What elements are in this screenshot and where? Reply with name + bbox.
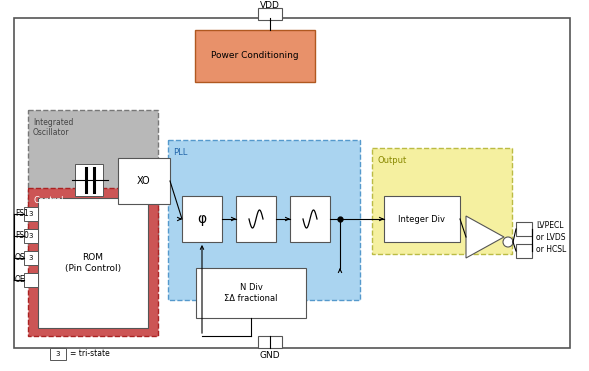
- Text: 3: 3: [29, 255, 33, 261]
- Text: FS0: FS0: [15, 232, 29, 240]
- Bar: [24, 251, 38, 265]
- Bar: [24, 207, 38, 221]
- Bar: [372, 148, 512, 254]
- Bar: [168, 140, 360, 300]
- Text: ROM
(Pin Control): ROM (Pin Control): [65, 253, 121, 273]
- Bar: [384, 196, 460, 242]
- Bar: [195, 30, 315, 82]
- Bar: [118, 158, 170, 204]
- Text: GND: GND: [260, 351, 280, 361]
- Text: OS: OS: [15, 253, 26, 263]
- Bar: [182, 196, 222, 242]
- Bar: [24, 229, 38, 243]
- Text: 3: 3: [56, 351, 60, 357]
- Circle shape: [503, 237, 513, 247]
- Bar: [38, 198, 148, 328]
- Text: Output: Output: [377, 156, 406, 165]
- Bar: [290, 196, 330, 242]
- Text: LVPECL: LVPECL: [536, 221, 564, 230]
- Text: N Div
ΣΔ fractional: N Div ΣΔ fractional: [224, 283, 278, 303]
- Bar: [258, 336, 282, 348]
- Bar: [50, 348, 66, 360]
- Bar: [28, 110, 158, 258]
- Bar: [258, 8, 282, 20]
- Text: FS1: FS1: [15, 210, 29, 219]
- Bar: [516, 222, 532, 236]
- Text: Control: Control: [33, 196, 64, 205]
- Bar: [516, 244, 532, 258]
- Text: VDD: VDD: [260, 1, 280, 10]
- Text: φ: φ: [197, 212, 207, 226]
- Text: Power Conditioning: Power Conditioning: [211, 52, 299, 60]
- Text: Integrated
Oscillator: Integrated Oscillator: [33, 118, 74, 137]
- Text: OE: OE: [15, 276, 26, 285]
- Text: Integer Div: Integer Div: [399, 214, 445, 223]
- Text: 3: 3: [29, 233, 33, 239]
- Bar: [28, 188, 158, 336]
- Bar: [24, 273, 38, 287]
- Bar: [236, 196, 276, 242]
- Text: or LVDS: or LVDS: [536, 233, 565, 242]
- Bar: [75, 164, 103, 196]
- Bar: [196, 268, 306, 318]
- Text: 3: 3: [29, 211, 33, 217]
- Text: XO: XO: [137, 176, 151, 186]
- Polygon shape: [466, 216, 504, 258]
- Bar: [14, 18, 570, 348]
- Text: = tri-state: = tri-state: [70, 349, 110, 358]
- Text: or HCSL: or HCSL: [536, 244, 566, 253]
- Text: PLL: PLL: [173, 148, 187, 157]
